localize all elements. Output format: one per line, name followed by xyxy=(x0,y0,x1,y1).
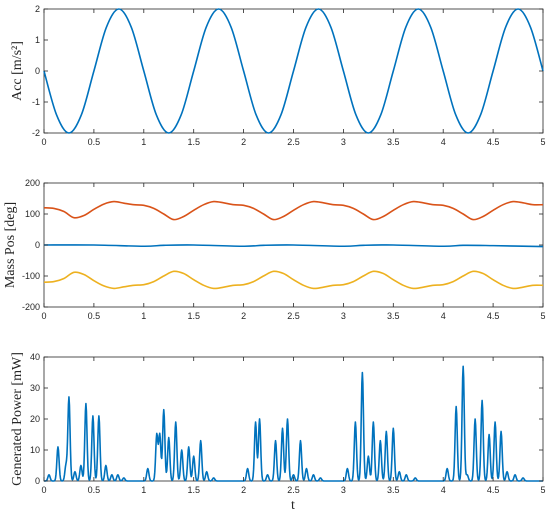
panel-mass-pos: 0 0.5 1 1.5 2 2.5 3 3.5 4 4.5 5 -200 -100 0 100 200 Ma… xyxy=(3,178,546,321)
x-tick-label: 1 xyxy=(141,311,146,321)
y-tick-label: 0 xyxy=(35,66,40,76)
x-tick-label: 2.5 xyxy=(287,311,300,321)
xlabel-power: t xyxy=(291,498,295,513)
ylabel-power: Generated Power [mW] xyxy=(10,352,25,486)
y-tick-label: 1 xyxy=(35,35,40,45)
plot-area-power xyxy=(43,356,544,482)
y-tick-label: -200 xyxy=(22,302,40,312)
series-lines-power xyxy=(43,365,544,482)
x-ticks-acc: 0 0.5 1 1.5 2 2.5 3 3.5 4 4.5 5 xyxy=(41,9,546,147)
x-ticks-mass-pos: 0 0.5 1 1.5 2 2.5 3 3.5 4 4.5 5 xyxy=(41,183,546,321)
x-tick-label: 5 xyxy=(540,311,545,321)
y-ticks-power: 0 10 20 30 40 xyxy=(30,352,543,486)
x-tick-label: 5 xyxy=(540,485,545,495)
y-tick-label: 30 xyxy=(30,383,40,393)
y-tick-label: 200 xyxy=(25,178,40,188)
x-tick-label: 0.5 xyxy=(88,311,101,321)
x-tick-label: 1.5 xyxy=(187,311,200,321)
x-tick-label: 3.5 xyxy=(387,137,400,147)
panel-power: 0 0.5 1 1.5 2 2.5 3 3.5 4 4.5 5 0 10 20 30 40 Generate… xyxy=(10,352,546,513)
series-line-1-0 xyxy=(43,200,544,221)
y-tick-label: 20 xyxy=(30,414,40,424)
y-tick-label: 40 xyxy=(30,352,40,362)
ylabel-acc: Acc [m/s²] xyxy=(10,41,25,101)
x-ticks-power: 0 0.5 1 1.5 2 2.5 3 3.5 4 4.5 5 xyxy=(41,357,546,495)
x-tick-label: 2 xyxy=(241,137,246,147)
x-tick-label: 3.5 xyxy=(387,485,400,495)
y-ticks-acc: -2 -1 0 1 2 xyxy=(32,4,543,138)
x-tick-label: 0 xyxy=(41,311,46,321)
x-tick-label: 1.5 xyxy=(187,485,200,495)
x-tick-label: 2 xyxy=(241,485,246,495)
y-tick-label: 0 xyxy=(35,240,40,250)
series-lines-mass-pos xyxy=(43,200,544,290)
x-tick-label: 4 xyxy=(441,311,446,321)
x-tick-label: 5 xyxy=(540,137,545,147)
y-tick-label: 10 xyxy=(30,445,40,455)
x-tick-label: 4.5 xyxy=(487,137,500,147)
x-tick-label: 4.5 xyxy=(487,311,500,321)
x-tick-label: 2.5 xyxy=(287,137,300,147)
x-tick-label: 3.5 xyxy=(387,311,400,321)
y-tick-label: -1 xyxy=(32,97,40,107)
x-tick-label: 0 xyxy=(41,137,46,147)
series-line-1-2 xyxy=(43,270,544,290)
x-tick-label: 3 xyxy=(341,137,346,147)
y-tick-label: -100 xyxy=(22,271,40,281)
series-line-1-1 xyxy=(43,244,544,248)
x-tick-label: 0.5 xyxy=(88,485,101,495)
x-tick-label: 2 xyxy=(241,311,246,321)
series-lines-acc xyxy=(43,8,544,134)
x-tick-label: 4 xyxy=(441,137,446,147)
x-tick-label: 2.5 xyxy=(287,485,300,495)
y-tick-label: 0 xyxy=(35,476,40,486)
x-tick-label: 4 xyxy=(441,485,446,495)
x-tick-label: 1.5 xyxy=(187,137,200,147)
y-tick-label: -2 xyxy=(32,128,40,138)
y-tick-label: 100 xyxy=(25,209,40,219)
x-tick-label: 0 xyxy=(41,485,46,495)
x-tick-label: 4.5 xyxy=(487,485,500,495)
y-ticks-mass-pos: -200 -100 0 100 200 xyxy=(22,178,543,312)
series-line-0-0 xyxy=(43,8,544,134)
x-tick-label: 3 xyxy=(341,485,346,495)
series-line-2-0 xyxy=(43,365,544,482)
x-tick-label: 3 xyxy=(341,311,346,321)
x-tick-label: 0.5 xyxy=(88,137,101,147)
x-tick-label: 1 xyxy=(141,137,146,147)
y-tick-label: 2 xyxy=(35,4,40,14)
x-tick-label: 1 xyxy=(141,485,146,495)
ylabel-mass-pos: Mass Pos [deg] xyxy=(3,202,18,288)
panel-acc: 0 0.5 1 1.5 2 2.5 3 3.5 4 4.5 5 -2 -1 0 1 2 Acc [m/s²] xyxy=(10,4,546,147)
